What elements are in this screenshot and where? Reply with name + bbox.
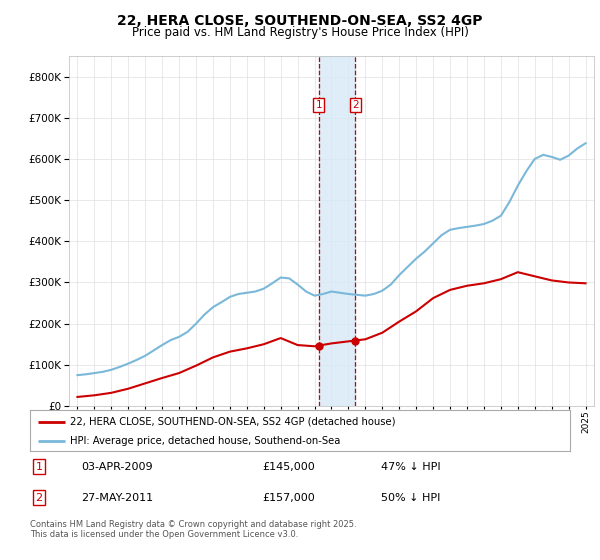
Text: HPI: Average price, detached house, Southend-on-Sea: HPI: Average price, detached house, Sout… (71, 436, 341, 446)
Text: £157,000: £157,000 (262, 493, 315, 503)
Text: 47% ↓ HPI: 47% ↓ HPI (381, 461, 440, 472)
Text: 03-APR-2009: 03-APR-2009 (82, 461, 153, 472)
Text: Price paid vs. HM Land Registry's House Price Index (HPI): Price paid vs. HM Land Registry's House … (131, 26, 469, 39)
Text: 2: 2 (35, 493, 43, 503)
Text: 22, HERA CLOSE, SOUTHEND-ON-SEA, SS2 4GP (detached house): 22, HERA CLOSE, SOUTHEND-ON-SEA, SS2 4GP… (71, 417, 396, 427)
Text: 1: 1 (35, 461, 43, 472)
Text: £145,000: £145,000 (262, 461, 315, 472)
Text: 2: 2 (352, 100, 359, 110)
Text: 50% ↓ HPI: 50% ↓ HPI (381, 493, 440, 503)
Text: 27-MAY-2011: 27-MAY-2011 (82, 493, 154, 503)
Bar (319, 56, 355, 406)
Text: 1: 1 (316, 100, 322, 110)
Text: Contains HM Land Registry data © Crown copyright and database right 2025.
This d: Contains HM Land Registry data © Crown c… (30, 520, 356, 539)
Text: 22, HERA CLOSE, SOUTHEND-ON-SEA, SS2 4GP: 22, HERA CLOSE, SOUTHEND-ON-SEA, SS2 4GP (117, 14, 483, 28)
